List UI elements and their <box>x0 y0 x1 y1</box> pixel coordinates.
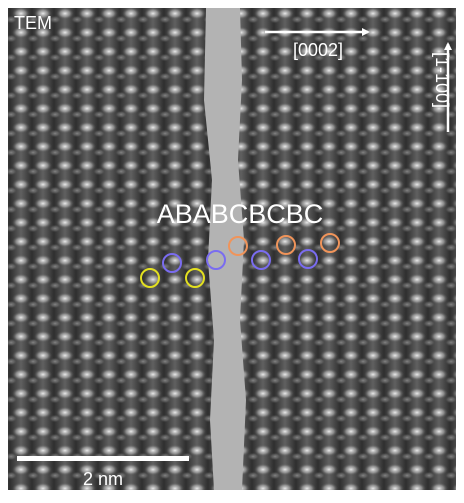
label-direction-horizontal: [0002] <box>293 40 343 60</box>
label-stacking: ABABCBCBC <box>157 199 324 229</box>
tem-image: TEM [0002] [1-100] ABABCBCBC 2 nm <box>0 0 464 498</box>
grain-boundary <box>204 8 246 490</box>
label-tem: TEM <box>14 13 52 33</box>
scale-bar <box>17 456 189 461</box>
micrograph <box>8 8 456 490</box>
label-scale-bar: 2 nm <box>83 469 123 489</box>
label-direction-vertical: [1-100] <box>432 52 452 108</box>
